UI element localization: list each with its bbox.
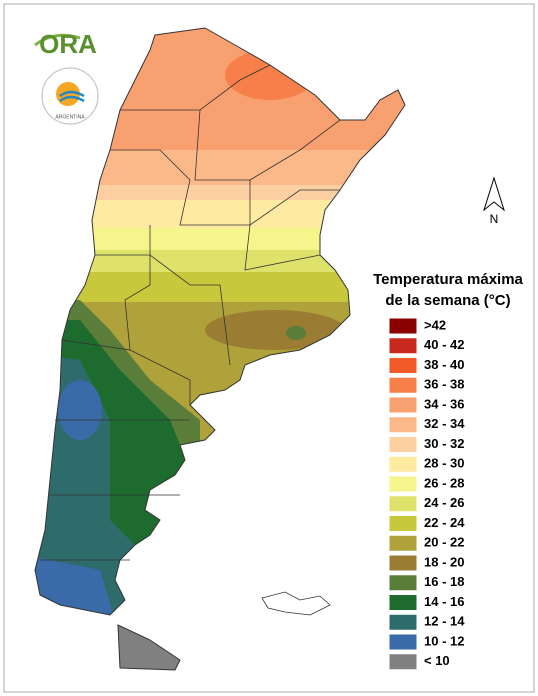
country-outline xyxy=(34,27,406,671)
legend-swatch xyxy=(388,455,418,473)
logo-waves xyxy=(59,90,85,103)
legend-label: 24 - 26 xyxy=(424,495,464,510)
legend-swatch xyxy=(388,534,418,552)
legend-label: 22 - 24 xyxy=(424,515,465,530)
legend-label: 36 - 38 xyxy=(424,377,464,392)
north-arrow-shape xyxy=(483,176,505,212)
temperature-zone xyxy=(286,326,306,340)
legend-swatch xyxy=(388,337,418,355)
province-borders xyxy=(40,64,341,561)
legend-label: >42 xyxy=(424,317,446,332)
legend-title: de la semana (°C) xyxy=(385,292,510,309)
temperature-zone xyxy=(205,310,345,350)
temperature-zone xyxy=(35,550,115,620)
legend-label: 18 - 20 xyxy=(424,554,464,569)
temperature-zone xyxy=(35,228,405,250)
north-label: N xyxy=(490,212,499,226)
legend-swatch xyxy=(388,436,418,453)
legend-swatch xyxy=(388,475,418,493)
legend-label: 26 - 28 xyxy=(424,475,464,490)
legend-label: 38 - 40 xyxy=(424,357,464,372)
north-arrow: N xyxy=(483,176,505,226)
legend-swatch xyxy=(388,495,418,513)
logo-ora: ORA xyxy=(34,29,97,59)
legend-swatch xyxy=(388,357,418,374)
legend-swatch xyxy=(388,633,418,651)
logo-caption: ARGENTINA xyxy=(55,114,85,120)
logo-smn: ARGENTINA xyxy=(41,67,99,125)
legend-swatch xyxy=(388,515,418,532)
legend-label: < 10 xyxy=(424,653,450,668)
legend-label: 14 - 16 xyxy=(424,594,464,609)
legend-swatch xyxy=(388,653,418,671)
legend-label: 10 - 12 xyxy=(424,633,464,648)
temperature-zone xyxy=(58,380,102,440)
legend-label: 32 - 34 xyxy=(424,416,465,431)
legend-swatch xyxy=(388,376,418,394)
legend-label: 16 - 18 xyxy=(424,574,464,589)
logo-text: ORA xyxy=(39,29,97,59)
legend-label: 40 - 42 xyxy=(424,337,464,352)
temperature-zone xyxy=(35,250,405,272)
legend-label: 34 - 36 xyxy=(424,396,464,411)
logo-swoosh xyxy=(34,33,81,47)
legend: Temperatura máxima de la semana (°C) >42 40… xyxy=(373,271,524,671)
legend-label: 28 - 30 xyxy=(424,456,464,471)
legend-swatch xyxy=(388,317,418,335)
legend-swatch xyxy=(388,396,418,414)
legend-label: 30 - 32 xyxy=(424,436,464,451)
legend-swatch xyxy=(388,416,418,434)
islands xyxy=(261,591,331,616)
legend-label: 12 - 14 xyxy=(424,614,465,629)
legend-label: 20 - 22 xyxy=(424,535,464,550)
legend-swatch xyxy=(388,613,418,631)
legend-swatch xyxy=(388,574,418,592)
temperature-zone xyxy=(35,185,405,200)
legend-title: Temperatura máxima xyxy=(373,271,523,288)
legend-swatch xyxy=(388,594,418,611)
legend-swatch xyxy=(388,554,418,572)
